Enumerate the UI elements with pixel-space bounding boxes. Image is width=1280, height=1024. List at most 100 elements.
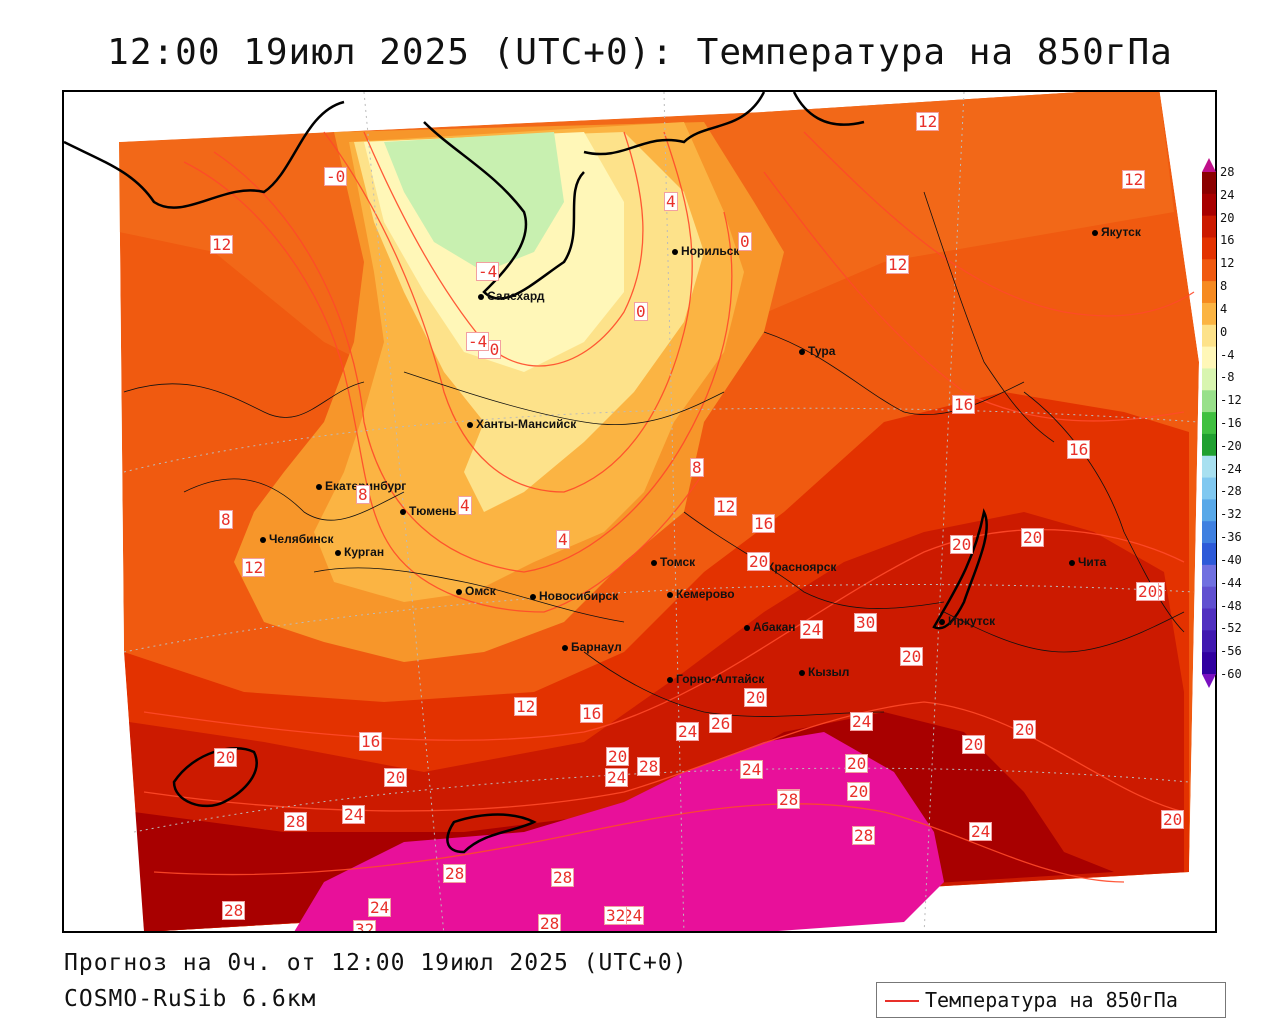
isotherm-label: 28 [777, 790, 801, 809]
colorbar-swatch [1202, 630, 1216, 653]
city-norilsk: Норильск [672, 244, 739, 258]
city-tomsk: Томск [651, 555, 695, 569]
colorbar-tick-label: -40 [1220, 552, 1242, 567]
colorbar-tick-label: -32 [1220, 507, 1242, 522]
colorbar-tick-label: 8 [1220, 279, 1228, 294]
isotherm-label: 0 [738, 232, 752, 251]
region-borders [123, 191, 1185, 717]
city-marker-icon [667, 676, 673, 683]
isotherm-label: 16 [952, 395, 976, 414]
isotherm-label: 28 [222, 901, 246, 920]
colorbar-tick-label: 12 [1220, 256, 1235, 271]
isotherm-label: 32 [604, 906, 628, 925]
city-marker-icon [316, 483, 322, 490]
city-marker-icon [651, 559, 657, 566]
colorbar-labels: 28 24 20 16 12 8 4 0 -4 -8 -12 -16 -20 -24 -28 -32 -36 -4… [1220, 160, 1280, 680]
isotherm-label: 24 [676, 722, 700, 741]
isotherm-label: 20 [900, 647, 924, 666]
isotherm-label: 12 [1122, 170, 1146, 189]
colorbar-swatch [1202, 281, 1216, 304]
city-chita: Чита [1069, 555, 1106, 569]
colorbar-swatch [1202, 652, 1216, 675]
isotherm-label: 20 [1013, 720, 1037, 739]
isotherm-label: 20 [1021, 528, 1045, 547]
colorbar-swatch [1202, 608, 1216, 631]
city-marker-icon [799, 669, 805, 676]
city-marker-icon [1069, 559, 1075, 566]
isotherm-label: 12 [210, 235, 234, 254]
isotherm-label: 28 [443, 864, 467, 883]
isotherm-label: 4 [664, 192, 678, 211]
isotherm-label: 20 [950, 535, 974, 554]
isotherm-label: 24 [368, 898, 392, 917]
colorbar-tick-label: -20 [1220, 438, 1242, 453]
city-marker-icon [799, 348, 805, 355]
colorbar-tick-label: -48 [1220, 598, 1242, 613]
city-tyumen: Тюмень [400, 504, 456, 518]
isotherm-label: 12 [714, 497, 738, 516]
isotherm-label: 30 [854, 613, 878, 632]
isotherm-label: 4 [556, 530, 570, 549]
isotherm-label: 28 [284, 812, 308, 831]
isotherm-label: 20 [384, 768, 408, 787]
isotherm-label: 20 [1161, 810, 1185, 829]
city-marker-icon [667, 591, 673, 598]
colorbar-swatch [1202, 193, 1216, 217]
colorbar-swatch [1202, 477, 1216, 500]
city-marker-icon [260, 536, 266, 543]
colorbar-tick-label: -56 [1220, 644, 1242, 659]
colorbar-tick-label: -12 [1220, 393, 1242, 408]
colorbar-swatch [1202, 412, 1216, 435]
cold-pocket [384, 132, 564, 272]
isotherm-label: 20 [845, 754, 869, 773]
colorbar-swatch [1202, 543, 1216, 566]
isotherm-label: -0 [324, 167, 348, 186]
temperature-colorbar [1202, 158, 1216, 688]
colorbar-swatch [1202, 455, 1216, 479]
city-omsk: Омск [456, 584, 496, 598]
isotherm-label: 20 [747, 552, 771, 571]
colorbar-tick-label: -24 [1220, 461, 1242, 476]
city-khanty-mansiysk: Ханты-Мансийск [467, 417, 576, 431]
isotherm-label: 26 [709, 714, 733, 733]
colorbar-tick-label: 20 [1220, 210, 1235, 225]
isotherm-label: 20 [847, 782, 871, 801]
isotherm-label: 4 [458, 496, 472, 515]
colorbar-swatch [1202, 433, 1216, 457]
map-title: 12:00 19июл 2025 (UTC+0): Температура на… [107, 32, 1173, 73]
colorbar-swatch [1202, 259, 1216, 282]
city-marker-icon [939, 618, 945, 625]
city-abakan: Абакан [744, 620, 796, 634]
isotherm-label: 16 [1067, 440, 1091, 459]
isotherm-label: 0 [634, 302, 648, 321]
isotherm-label: -4 [466, 332, 490, 351]
colorbar-tick-label: -8 [1220, 370, 1235, 385]
colorbar-swatch [1202, 521, 1216, 544]
colorbar-swatch [1202, 346, 1216, 369]
legend-label: Температура на 850гПа [925, 988, 1178, 1012]
isotherm-label: 16 [580, 704, 604, 723]
isotherm-label: 28 [538, 914, 562, 933]
isotherm-label: 24 [850, 712, 874, 731]
isotherm-label: 20 [606, 747, 630, 766]
map-panel: Салехард Норильск Якутск Тура Ханты-Манс… [62, 90, 1217, 933]
city-kyzyl: Кызыл [799, 665, 849, 679]
colorbar-swatch [1202, 390, 1216, 413]
legend-box: Температура на 850гПа [876, 982, 1226, 1018]
isotherm-label: 28 [551, 868, 575, 887]
colorbar-tick-label: -44 [1220, 575, 1242, 590]
isotherm-label: 8 [356, 485, 370, 504]
colorbar-swatch [1202, 324, 1216, 348]
colorbar-swatch [1202, 564, 1216, 588]
colorbar-tick-label: -16 [1220, 416, 1242, 430]
city-chelyabinsk: Челябинск [260, 532, 333, 546]
colorbar-swatch [1202, 172, 1216, 195]
colorbar-swatch [1202, 302, 1216, 326]
colorbar-tick-label: 4 [1220, 301, 1228, 316]
city-barnaul: Барнаул [562, 640, 622, 654]
isotherm-label: 32 [353, 920, 377, 931]
colorbar-top-arrow-icon [1202, 158, 1216, 172]
city-kurgan: Курган [335, 545, 384, 559]
city-gorno-altaysk: Горно-Алтайск [667, 672, 764, 686]
isotherm-label: 12 [916, 112, 940, 131]
